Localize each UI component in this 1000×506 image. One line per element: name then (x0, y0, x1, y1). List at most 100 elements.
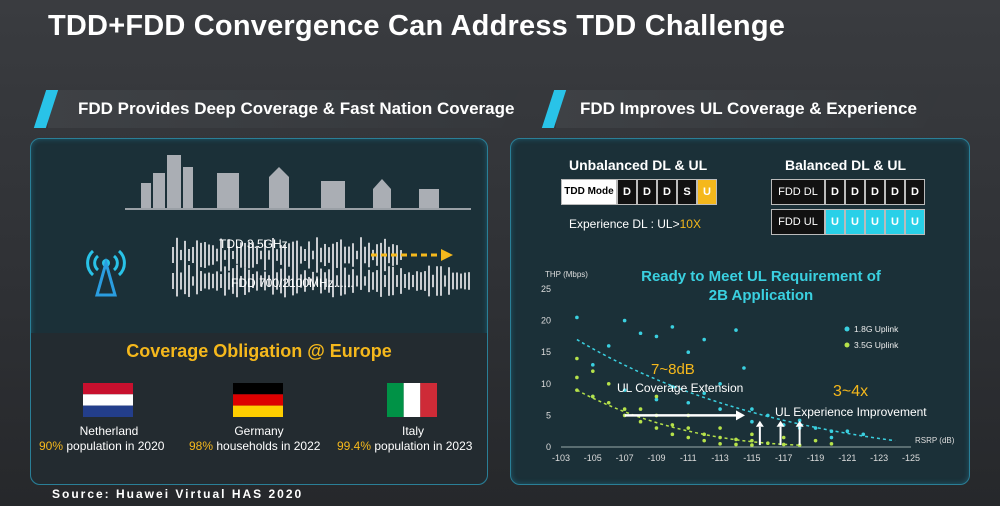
fdd-ul-row-slot: U (905, 209, 925, 235)
data-point (750, 407, 754, 411)
coverage-arrowhead (736, 410, 745, 421)
data-point (718, 435, 722, 440)
y-tick-label: 20 (541, 316, 551, 326)
y-tick-label: 15 (541, 347, 551, 357)
data-point (686, 400, 691, 405)
data-point (702, 337, 706, 342)
tdd-band-label: TDD 3.5GHz (219, 237, 288, 251)
db-value: 7~8dB (651, 361, 695, 378)
y-tick-label: 25 (541, 284, 551, 294)
page-title: TDD+FDD Convergence Can Address TDD Chal… (48, 10, 786, 42)
ready-line-1: Ready to Meet UL Requirement of (641, 268, 881, 285)
x-tick-label: -123 (870, 453, 888, 463)
data-point (766, 441, 770, 446)
fdd-ul-row-slot: U (885, 209, 905, 235)
data-point (750, 419, 754, 424)
db-label: UL Coverage Extension (617, 381, 744, 395)
cell-tower-icon (86, 249, 126, 297)
signal-waveforms (172, 237, 470, 298)
fdd-ul-label: FDD UL (771, 209, 825, 235)
x-tick-label: -105 (584, 453, 602, 463)
x-tick-label: -113 (711, 453, 728, 463)
fdd-dl-row-slot: D (825, 179, 845, 205)
data-point (750, 438, 754, 443)
italy-flag-icon (387, 383, 437, 417)
data-point (766, 413, 770, 418)
x-tick-label: -107 (616, 453, 634, 463)
fdd-ul-row-slot: U (845, 209, 865, 235)
fdd-dl-label: FDD DL (771, 179, 825, 205)
data-point (718, 442, 722, 446)
data-point (670, 423, 675, 427)
data-point (829, 442, 834, 446)
germany-flag-icon (233, 383, 283, 417)
legend-label: 1.8G Uplink (854, 324, 899, 334)
data-point (670, 432, 675, 437)
data-point (654, 397, 659, 402)
source-note: Source: Huawei Virtual HAS 2020 (52, 487, 304, 501)
y-tick-label: 0 (546, 442, 551, 452)
data-point (606, 382, 611, 386)
fdd-ul-row-slot: U (825, 209, 845, 235)
fdd-dl-row-slot: D (865, 179, 885, 205)
data-point (591, 369, 595, 373)
fdd-ul-row-slot: U (865, 209, 885, 235)
data-point (829, 429, 834, 433)
data-point (591, 363, 595, 367)
tdd-row-slot: S (677, 179, 697, 205)
right-section-band (556, 90, 942, 128)
improvement-arrowhead (776, 420, 785, 427)
data-point (606, 400, 611, 405)
tdd-row-slot: D (617, 179, 637, 205)
balanced-title: Balanced DL & UL (785, 157, 907, 173)
data-point (654, 394, 659, 399)
data-point (781, 442, 786, 447)
unbalanced-title: Unbalanced DL & UL (569, 157, 708, 173)
legend-marker (844, 342, 850, 348)
fdd-band-label: FDD 700/2100MHz...... (231, 276, 354, 290)
data-point (734, 442, 738, 447)
netherland-stat: 90% population in 2020 (39, 439, 165, 453)
x-tick-label: -117 (775, 453, 792, 463)
tdd-row-slot: U (697, 179, 717, 205)
italy-stat: 99.4% population in 2023 (337, 439, 473, 453)
data-point (829, 435, 834, 440)
uplink-throughput-chart: 0 5 10 15 20 25 -103 -105 -107 -109 -111 -113 -115 -1… (541, 270, 955, 463)
data-point (718, 426, 722, 430)
italy-name: Italy (401, 424, 424, 438)
fdd-dl-row-slot: D (905, 179, 925, 205)
data-point (575, 315, 579, 320)
x-value: 3~4x (833, 383, 869, 400)
data-point (575, 388, 579, 392)
city-buildings-icon (125, 155, 471, 210)
right-section-title: FDD Improves UL Coverage & Experience (580, 99, 917, 118)
data-point (670, 325, 675, 329)
data-point (686, 426, 691, 430)
x-tick-label: -115 (743, 453, 760, 463)
data-point (654, 334, 659, 339)
data-point (575, 375, 579, 380)
data-point (638, 331, 643, 336)
data-point (813, 438, 818, 443)
trend-1-8g (576, 338, 896, 442)
data-point (718, 382, 722, 386)
data-point (781, 435, 786, 440)
x-axis-label: RSRP (dB) (915, 436, 955, 445)
ready-line-2: 2B Application (708, 287, 814, 304)
data-point (734, 328, 738, 332)
data-point (591, 394, 595, 399)
fdd-dl-row-slot: D (885, 179, 905, 205)
improvement-arrowhead (795, 420, 804, 427)
data-point (575, 356, 579, 361)
legend-marker (844, 326, 850, 332)
data-point (702, 391, 706, 396)
netherland-name: Netherland (79, 424, 139, 438)
tdd-mode-label: TDD Mode (561, 179, 617, 205)
legend-label: 3.5G Uplink (854, 340, 899, 350)
data-point (813, 426, 818, 430)
data-point (638, 407, 643, 411)
x-tick-label: -125 (902, 453, 920, 463)
data-point (622, 388, 627, 392)
fdd-dl-row-slot: D (845, 179, 865, 205)
right-panel: Unbalanced DL & UL Balanced DL & UL TDD … (510, 138, 970, 485)
